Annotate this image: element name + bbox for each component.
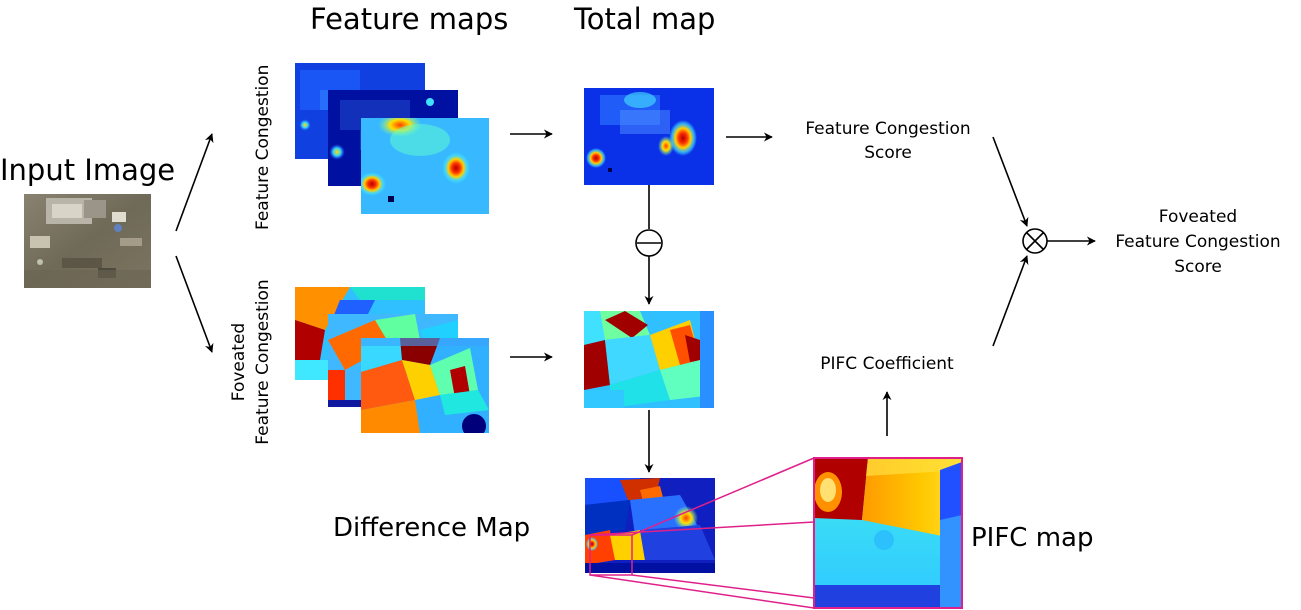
difference-map (585, 478, 715, 573)
arrow-coefficient-to-multiply (992, 255, 1029, 347)
ffc-score-label-line3: Score (1174, 257, 1222, 277)
pifc-map-label: PIFC map (971, 523, 1093, 553)
fc-total-map (584, 88, 714, 185)
pifc-map (813, 457, 963, 609)
input-image-label: Input Image (0, 153, 175, 187)
difference-map-label: Difference Map (333, 513, 530, 543)
arrow-input-to-ffc (175, 255, 214, 353)
total-map-header: Total map (573, 2, 715, 36)
ffc-total-map (584, 311, 714, 408)
zoom-line-mid (589, 521, 815, 536)
ffc-score-label-line1: Foveated (1159, 207, 1237, 227)
ffc-score-label-line2: Feature Congestion (1115, 232, 1280, 252)
zoom-line-bottom (589, 574, 815, 609)
fc-score-label-line2: Score (864, 143, 912, 163)
zoom-source-box (589, 534, 633, 576)
zoom-line-top (631, 457, 815, 536)
pifc-coefficient-label: PIFC Coefficient (820, 354, 954, 374)
input-image (24, 194, 151, 288)
arrow-input-to-fc (175, 133, 214, 232)
zoom-line-low (631, 574, 815, 599)
ffc-branch-label-line1: Foveated (229, 323, 249, 401)
feature-maps-header: Feature maps (310, 2, 508, 36)
ffc-branch-label-line2: Feature Congestion (253, 279, 273, 444)
circle-minus-icon (635, 229, 663, 257)
ffc-feature-map-3 (361, 338, 489, 433)
circle-times-icon (1022, 228, 1048, 254)
fc-branch-label: Feature Congestion (253, 65, 273, 230)
arrow-fc-score-to-multiply (992, 136, 1029, 227)
fc-feature-map-3 (361, 118, 489, 214)
fc-score-label-line1: Feature Congestion (805, 119, 970, 139)
